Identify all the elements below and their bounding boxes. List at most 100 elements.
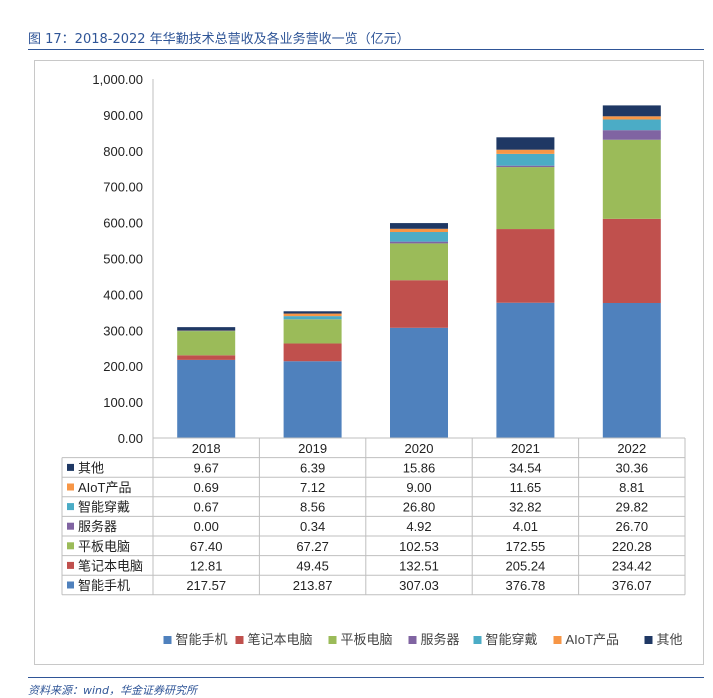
table-value: 0.34: [300, 519, 325, 534]
table-value: 15.86: [403, 460, 436, 475]
bar-segment-2022-6: [603, 105, 661, 116]
bar-segment-2020-2: [390, 243, 448, 280]
y-tick-label: 600.00: [103, 216, 143, 231]
table-series-name: AIoT产品: [78, 480, 131, 495]
y-tick-label: 0.00: [118, 431, 143, 446]
table-value: 29.82: [616, 500, 649, 515]
table-value: 34.54: [509, 460, 542, 475]
table-legend-swatch-0: [67, 582, 74, 589]
table-value: 213.87: [293, 578, 333, 593]
table-value: 132.51: [399, 558, 439, 573]
table-series-name: 智能穿戴: [78, 500, 130, 515]
legend-label: 服务器: [421, 632, 460, 647]
table-value: 220.28: [612, 539, 652, 554]
table-value: 11.65: [510, 480, 542, 495]
table-legend-swatch-5: [67, 484, 74, 491]
legend-label: 智能手机: [176, 632, 228, 647]
x-category-label: 2021: [511, 441, 540, 456]
x-category-label: 2022: [617, 441, 646, 456]
table-value: 4.01: [513, 519, 538, 534]
bar-segment-2022-5: [603, 116, 661, 119]
source-note: 资料来源：wind，华金证券研究所: [28, 682, 197, 698]
y-tick-label: 200.00: [103, 359, 143, 374]
table-series-name: 笔记本电脑: [78, 558, 143, 573]
legend-label: 智能穿戴: [486, 632, 538, 647]
bar-segment-2021-1: [496, 229, 554, 303]
legend-swatch-2: [329, 636, 337, 644]
bar-segment-2021-3: [496, 166, 554, 167]
bar-segment-2021-0: [496, 303, 554, 438]
table-value: 26.70: [616, 519, 649, 534]
legend-swatch-6: [645, 636, 653, 644]
x-category-label: 2019: [298, 441, 327, 456]
bar-segment-2021-2: [496, 167, 554, 229]
table-value: 307.03: [399, 578, 439, 593]
table-legend-swatch-4: [67, 503, 74, 510]
table-value: 8.56: [300, 500, 325, 515]
bar-segment-2022-3: [603, 130, 661, 140]
table-value: 205.24: [506, 558, 546, 573]
y-tick-label: 500.00: [103, 252, 143, 267]
bar-segment-2020-5: [390, 229, 448, 232]
bar-segment-2021-6: [496, 137, 554, 149]
bar-segment-2020-0: [390, 328, 448, 438]
table-value: 4.92: [406, 519, 431, 534]
y-tick-label: 400.00: [103, 287, 143, 302]
table-value: 376.78: [506, 578, 546, 593]
legend-swatch-0: [164, 636, 172, 644]
bar-segment-2018-1: [177, 355, 235, 360]
table-value: 172.55: [506, 539, 546, 554]
table-value: 217.57: [186, 578, 226, 593]
table-value: 102.53: [399, 539, 439, 554]
legend-label: 平板电脑: [341, 632, 393, 647]
bar-segment-2020-1: [390, 280, 448, 328]
x-category-label: 2018: [192, 441, 221, 456]
y-tick-label: 800.00: [103, 144, 143, 159]
table-value: 8.81: [619, 480, 644, 495]
table-series-name: 平板电脑: [78, 539, 130, 554]
table-legend-swatch-3: [67, 523, 74, 530]
table-value: 67.40: [190, 539, 223, 554]
bar-segment-2022-1: [603, 219, 661, 303]
legend-label: 笔记本电脑: [248, 632, 313, 647]
table-legend-swatch-2: [67, 542, 74, 549]
y-tick-label: 1,000.00: [92, 72, 143, 87]
bar-segment-2021-4: [496, 154, 554, 166]
table-value: 67.27: [296, 539, 329, 554]
table-value: 32.82: [509, 500, 542, 515]
table-value: 26.80: [403, 500, 436, 515]
table-legend-swatch-6: [67, 464, 74, 471]
source-rule: [28, 677, 704, 678]
table-legend-swatch-1: [67, 562, 74, 569]
legend-swatch-1: [236, 636, 244, 644]
legend-swatch-3: [409, 636, 417, 644]
table-series-name: 服务器: [78, 519, 117, 534]
bar-segment-2020-4: [390, 232, 448, 242]
y-tick-label: 100.00: [103, 395, 143, 410]
bar-segment-2019-5: [284, 314, 342, 317]
legend-label: AIoT产品: [566, 632, 619, 647]
bar-segment-2018-2: [177, 331, 235, 355]
bar-segment-2022-4: [603, 119, 661, 130]
table-value: 0.69: [194, 480, 219, 495]
stacked-bar-chart: 0.00 100.00 200.00 300.00 400.00 500.00 600.00…: [0, 0, 713, 670]
y-tick-label: 300.00: [103, 323, 143, 338]
bar-segment-2018-6: [177, 327, 235, 330]
bar-segment-2021-5: [496, 150, 554, 154]
x-category-label: 2020: [405, 441, 434, 456]
bar-segment-2020-6: [390, 223, 448, 229]
bar-segment-2022-0: [603, 303, 661, 438]
table-value: 234.42: [612, 558, 652, 573]
legend-label: 其他: [657, 632, 683, 647]
bar-segment-2019-1: [284, 343, 342, 361]
y-tick-label: 700.00: [103, 180, 143, 195]
table-value: 6.39: [300, 460, 325, 475]
bar-segment-2020-3: [390, 242, 448, 244]
bar-segment-2019-6: [284, 311, 342, 313]
table-series-name: 智能手机: [78, 578, 130, 593]
bar-segment-2022-2: [603, 140, 661, 219]
table-value: 30.36: [616, 460, 649, 475]
bar-segment-2019-4: [284, 316, 342, 319]
table-value: 9.00: [406, 480, 431, 495]
bar-segment-2018-0: [177, 360, 235, 438]
